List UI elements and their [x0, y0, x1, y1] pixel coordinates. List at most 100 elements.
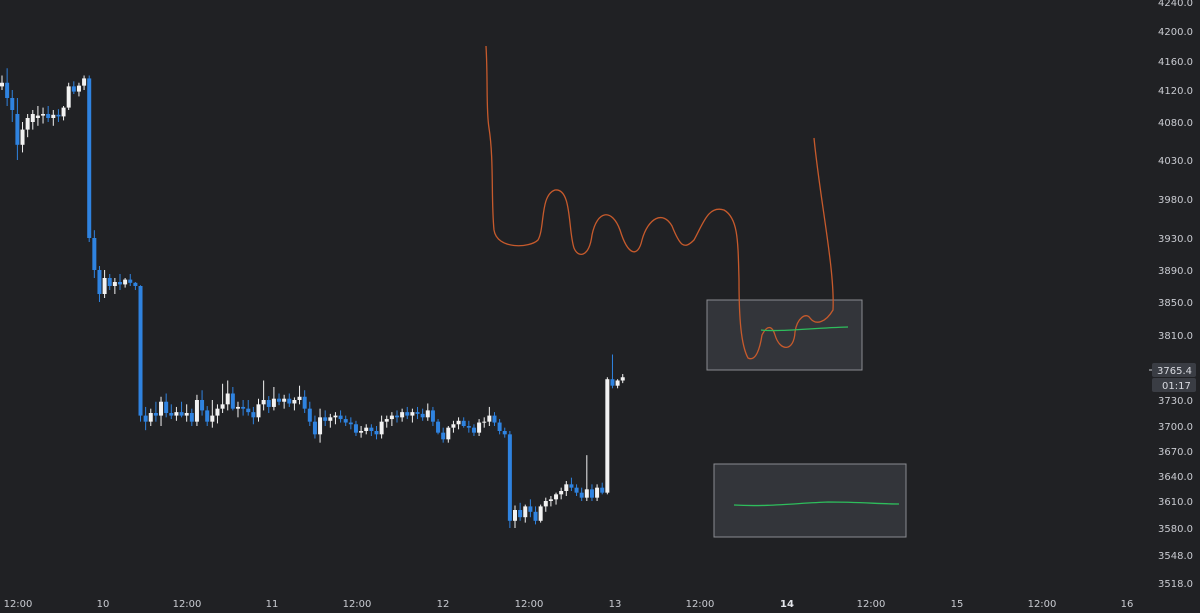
candle-body [548, 499, 553, 501]
y-tick-label: 3980.0 [1158, 195, 1193, 206]
candle [533, 506, 538, 525]
green-line-upper [760, 326, 849, 332]
candle [256, 398, 261, 422]
candle [25, 114, 30, 138]
candle-body [343, 419, 348, 423]
candle [436, 419, 441, 435]
price-axis[interactable]: 3518.0 3548.0 3580.0 3610.0 3640.0 3670.0 3700… [1158, 0, 1193, 590]
candle-body [235, 406, 240, 409]
candle-body [230, 393, 235, 409]
candle-body [430, 410, 435, 422]
candle [477, 419, 482, 436]
candle-body [117, 282, 122, 285]
candle-body [277, 398, 282, 402]
candle-body [610, 379, 615, 386]
candle-body [123, 279, 128, 285]
candle [554, 492, 559, 505]
candle-body [569, 484, 574, 488]
candle [569, 477, 574, 491]
y-tick-label: 3810.0 [1158, 331, 1193, 342]
candle [235, 401, 240, 418]
candle [61, 106, 66, 121]
candle-body [87, 78, 92, 239]
candle-body [528, 506, 533, 512]
candle-body [369, 427, 374, 431]
candle [589, 484, 594, 501]
candle-body [153, 413, 158, 416]
candle-body [225, 393, 230, 405]
candle-body [425, 410, 430, 418]
candle [92, 230, 97, 278]
candle [112, 278, 117, 294]
candle [87, 75, 92, 242]
candle-body [46, 114, 51, 118]
candle [584, 455, 589, 501]
candle-body [82, 78, 87, 86]
candle-body [143, 415, 148, 422]
candle [415, 406, 420, 420]
candle-body [523, 506, 528, 518]
candle-body [5, 82, 10, 98]
candle [10, 90, 15, 122]
candle-body [61, 107, 66, 117]
candle [159, 396, 164, 426]
candle-body [364, 427, 369, 431]
candle [338, 410, 343, 423]
candle [471, 424, 476, 436]
candle [287, 393, 292, 407]
candle [35, 106, 40, 126]
y-tick-label: 3730.0 [1158, 396, 1193, 407]
candle-body [194, 400, 199, 422]
candle [333, 412, 338, 425]
candle-body [97, 270, 102, 294]
price-tags: 3765.4 01:17 [1149, 363, 1196, 392]
y-tick-label: 4240.0 [1158, 0, 1193, 9]
candle-body [348, 422, 353, 425]
candle [123, 278, 128, 288]
x-tick-label: 12:00 [1028, 599, 1057, 610]
candle [559, 487, 564, 500]
candle-body [210, 415, 215, 422]
x-tick-label: 12:00 [686, 599, 715, 610]
candle-body [112, 282, 117, 286]
candle [251, 406, 256, 425]
countdown-tag [1152, 378, 1196, 392]
candle [205, 406, 210, 426]
candle [323, 410, 328, 426]
candle [220, 383, 225, 413]
candle-body [189, 413, 194, 422]
y-tick-label: 4200.0 [1158, 27, 1193, 38]
candle [384, 415, 389, 428]
candle-body [559, 491, 564, 495]
candle [523, 504, 528, 523]
x-tick-label: 12:00 [343, 599, 372, 610]
candle [543, 497, 548, 512]
candle-body [595, 487, 600, 498]
candle [107, 274, 112, 290]
candle [164, 393, 169, 418]
time-axis[interactable]: 12:00 10 12:00 11 12:00 12 12:00 13 12:00 14 12:00… [4, 599, 1134, 610]
candle-body [456, 420, 461, 425]
candle [369, 424, 374, 436]
candle [241, 400, 246, 416]
candle-body [543, 501, 548, 507]
candle [364, 424, 369, 435]
candle-body [15, 114, 20, 145]
candle-body [507, 434, 512, 521]
candle [210, 400, 215, 428]
candle-body [436, 421, 441, 433]
candle-body [138, 286, 143, 416]
candle [297, 385, 302, 405]
candle [574, 484, 579, 496]
candle-body [164, 401, 169, 413]
x-tick-label: 10 [97, 599, 110, 610]
candle [230, 387, 235, 411]
candle [425, 403, 430, 421]
candle [451, 420, 456, 433]
candle [271, 387, 276, 411]
candle-body [169, 413, 174, 416]
candle-body [415, 412, 420, 414]
candle-body [251, 412, 256, 418]
